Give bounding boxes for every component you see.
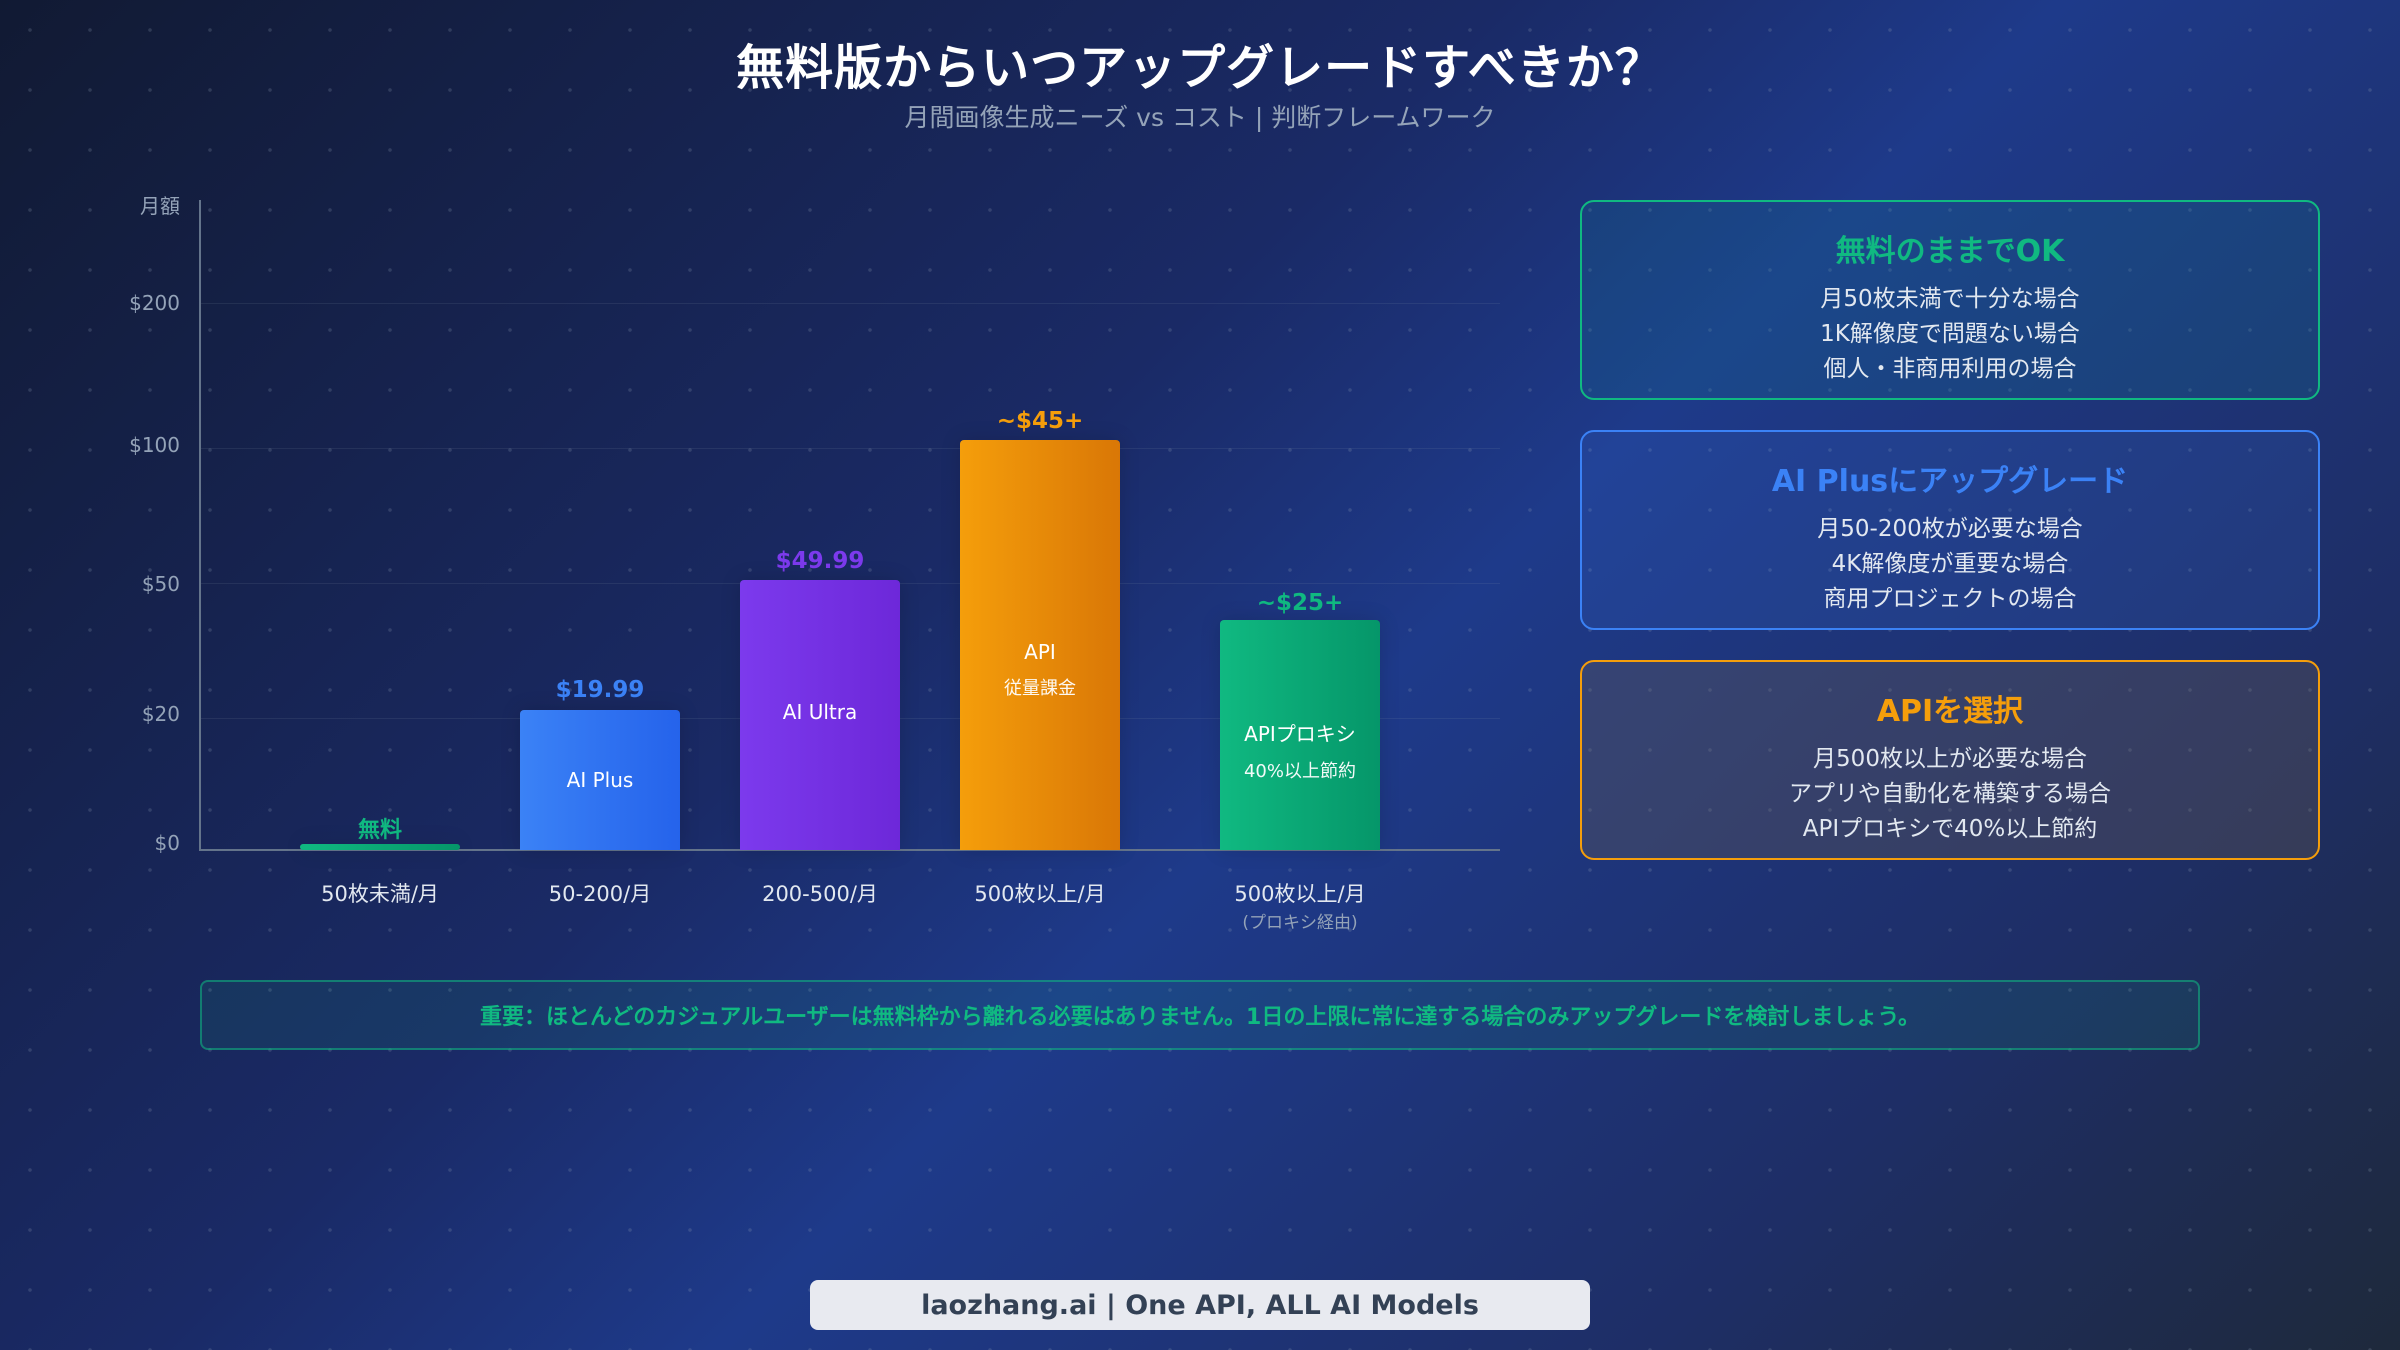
card-line: 商用プロジェクトの場合 bbox=[1823, 586, 2077, 612]
y-tick: $100 bbox=[129, 433, 180, 457]
gridline-200 bbox=[201, 303, 1500, 304]
bar-value-label: $19.99 bbox=[555, 677, 645, 703]
bar-inner-sublabel: 40%以上節約 bbox=[1243, 761, 1356, 782]
y-axis-label: 月額 bbox=[140, 194, 180, 218]
x-category-label: 50枚未満/月 bbox=[321, 882, 439, 906]
y-axis bbox=[199, 200, 201, 851]
card-title: 無料のままでOK bbox=[1835, 234, 2065, 269]
x-category-label: 500枚以上/月 bbox=[1234, 882, 1366, 906]
y-tick: $200 bbox=[129, 291, 180, 315]
x-category-label: 50-200/月 bbox=[548, 882, 652, 906]
bar-api-proxy: APIプロキシ 40%以上節約 bbox=[1220, 620, 1380, 850]
bar-value-label: ~$45+ bbox=[996, 408, 1084, 434]
bar-value-label: 無料 bbox=[357, 818, 402, 843]
bar-inner-label: AI Plus bbox=[566, 768, 634, 792]
card-title: APIを選択 bbox=[1876, 694, 2024, 729]
recommendation-card-ai-plus: AI Plusにアップグレード 月50-200枚が必要な場合 4K解像度が重要な… bbox=[1580, 430, 2320, 630]
card-line: APIプロキシで40%以上節約 bbox=[1802, 816, 2098, 842]
cost-bar-chart: 月額 $200 $100 $50 $20 $0 無料 $19.99 AI Plu… bbox=[0, 0, 1540, 960]
bar-value-label: $49.99 bbox=[775, 548, 865, 574]
footer-brand-badge: laozhang.ai | One API, ALL AI Models bbox=[810, 1280, 1590, 1330]
x-axis bbox=[199, 849, 1500, 851]
bar-ai-plus: AI Plus bbox=[520, 710, 680, 850]
bar-free bbox=[300, 844, 460, 850]
bar-inner-label: AI Ultra bbox=[782, 700, 858, 724]
y-tick: $50 bbox=[141, 572, 180, 596]
bar-api: API 従量課金 bbox=[960, 440, 1120, 850]
important-note-banner: 重要：ほとんどのカジュアルユーザーは無料枠から離れる必要はありません。1日の上限… bbox=[200, 980, 2200, 1050]
page-title: 無料版からいつアップグレードすべきか？ bbox=[736, 40, 1664, 96]
bar-value-label: ~$25+ bbox=[1256, 590, 1344, 616]
card-line: 月50-200枚が必要な場合 bbox=[1817, 516, 2083, 542]
bar-ai-ultra: AI Ultra bbox=[740, 580, 900, 850]
gridline-100 bbox=[201, 448, 1500, 449]
bar-inner-label: API bbox=[1024, 640, 1056, 664]
card-line: 4K解像度が重要な場合 bbox=[1831, 551, 2069, 577]
x-category-sublabel: (プロキシ経由) bbox=[1242, 913, 1358, 933]
page-subtitle: 月間画像生成ニーズ vs コスト | 判断フレームワーク bbox=[904, 103, 1496, 132]
card-line: 月50枚未満で十分な場合 bbox=[1820, 286, 2080, 312]
card-line: 月500枚以上が必要な場合 bbox=[1813, 746, 2087, 772]
card-line: 1K解像度で問題ない場合 bbox=[1820, 321, 2080, 347]
recommendation-card-api: APIを選択 月500枚以上が必要な場合 アプリや自動化を構築する場合 APIプ… bbox=[1580, 660, 2320, 860]
x-category-label: 500枚以上/月 bbox=[974, 882, 1106, 906]
x-category-label: 200-500/月 bbox=[762, 882, 878, 906]
recommendation-card-free: 無料のままでOK 月50枚未満で十分な場合 1K解像度で問題ない場合 個人・非商… bbox=[1580, 200, 2320, 400]
card-line: 個人・非商用利用の場合 bbox=[1823, 356, 2077, 382]
y-tick: $20 bbox=[141, 702, 180, 726]
bar-inner-label: APIプロキシ bbox=[1244, 722, 1356, 746]
bar-inner-sublabel: 従量課金 bbox=[1004, 678, 1076, 699]
card-line: アプリや自動化を構築する場合 bbox=[1789, 781, 2111, 807]
y-tick: $0 bbox=[154, 831, 180, 855]
card-title: AI Plusにアップグレード bbox=[1771, 464, 2129, 499]
